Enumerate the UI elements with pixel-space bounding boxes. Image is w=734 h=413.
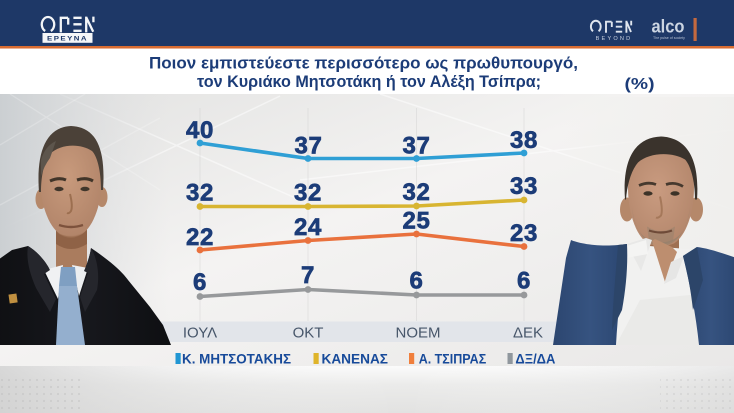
- svg-text:The pulse of society: The pulse of society: [653, 36, 685, 40]
- svg-text:32: 32: [186, 180, 214, 207]
- svg-text:BEYOND: BEYOND: [596, 36, 633, 42]
- svg-text:25: 25: [403, 208, 431, 235]
- svg-text:alco: alco: [652, 17, 685, 37]
- svg-text:6: 6: [193, 269, 207, 296]
- svg-text:ΔΞ/ΔΑ: ΔΞ/ΔΑ: [515, 352, 555, 368]
- svg-text:Κ. ΜΗΤΣΟΤΑΚΗΣ: Κ. ΜΗΤΣΟΤΑΚΗΣ: [182, 352, 291, 368]
- svg-text:Α. ΤΣΙΠΡΑΣ: Α. ΤΣΙΠΡΑΣ: [419, 352, 487, 368]
- svg-text:ΕΡΕΥΝΑ: ΕΡΕΥΝΑ: [47, 35, 88, 42]
- svg-text:22: 22: [186, 224, 214, 251]
- svg-text:24: 24: [294, 214, 322, 241]
- svg-text:7: 7: [301, 262, 315, 289]
- svg-text:ΟΚΤ: ΟΚΤ: [293, 325, 324, 342]
- svg-text:ΚΑΝΕΝΑΣ: ΚΑΝΕΝΑΣ: [322, 352, 389, 368]
- svg-text:38: 38: [510, 127, 538, 154]
- svg-text:23: 23: [510, 220, 538, 247]
- svg-text:6: 6: [517, 268, 531, 295]
- svg-text:ΝΟΕΜ: ΝΟΕΜ: [396, 325, 441, 342]
- svg-text:40: 40: [186, 117, 214, 144]
- svg-text:Ποιον εμπιστεύεστε περισσότερο: Ποιον εμπιστεύεστε περισσότερο ως πρωθυπ…: [149, 54, 578, 73]
- svg-text:ΔΕΚ: ΔΕΚ: [513, 325, 543, 342]
- svg-text:(%): (%): [625, 76, 655, 93]
- svg-text:32: 32: [294, 180, 322, 207]
- svg-text:33: 33: [510, 173, 538, 200]
- svg-text:37: 37: [295, 133, 323, 160]
- svg-text:τον Κυριάκο Μητσοτάκη ή τον Αλ: τον Κυριάκο Μητσοτάκη ή τον Αλέξη Τσίπρα…: [197, 72, 541, 91]
- svg-text:37: 37: [403, 133, 431, 160]
- svg-text:ΙΟΥΛ: ΙΟΥΛ: [183, 325, 217, 342]
- svg-text:32: 32: [403, 179, 431, 206]
- svg-text:6: 6: [410, 268, 424, 295]
